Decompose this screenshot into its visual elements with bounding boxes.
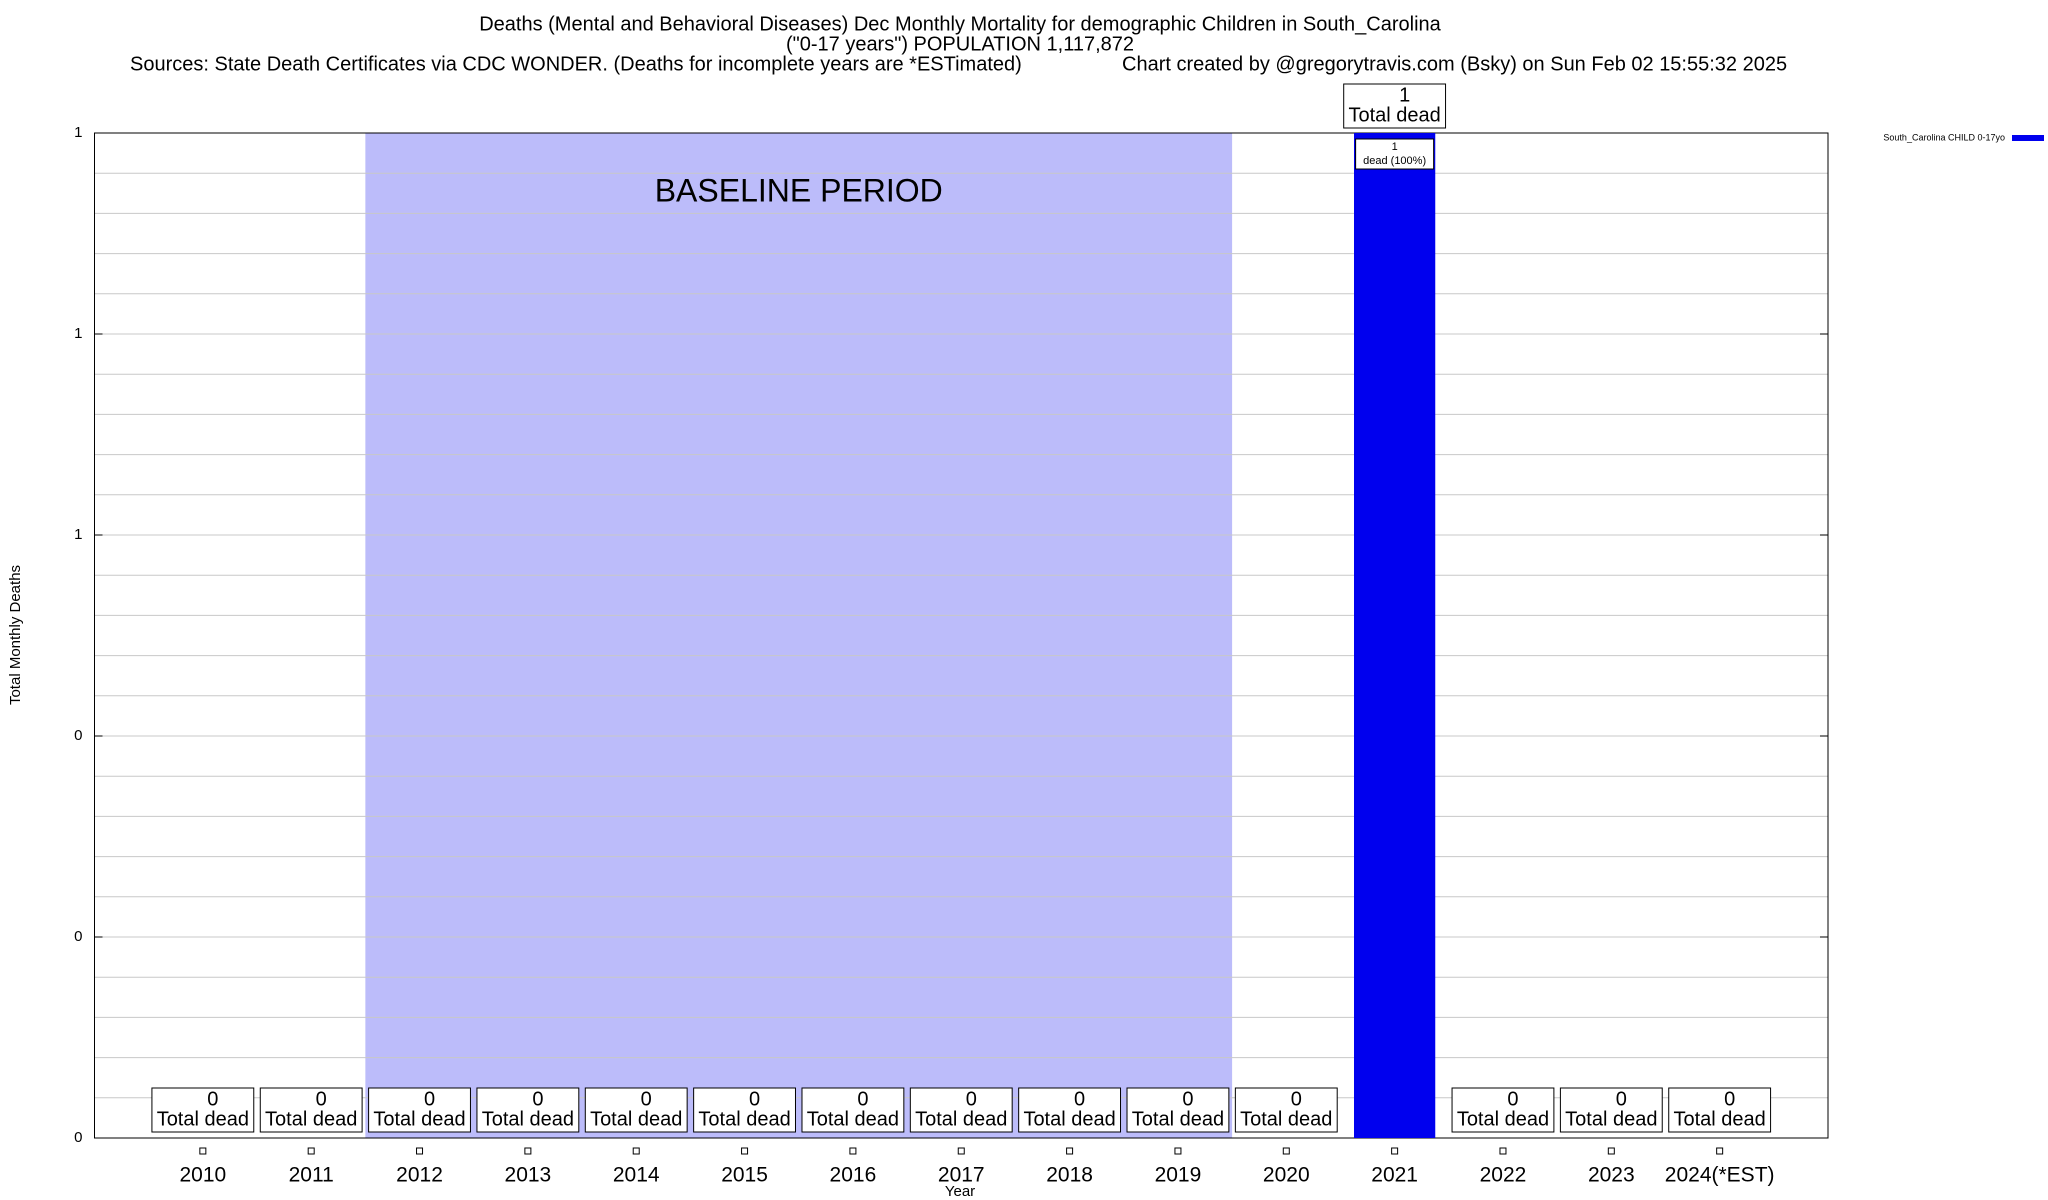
value-label: 1 [1399, 84, 1410, 106]
legend-swatch [2012, 135, 2044, 141]
x-marker [1391, 1147, 1399, 1155]
x-marker [632, 1147, 640, 1155]
value-label-caption: Total dead [698, 1108, 790, 1130]
value-label: 0 [1074, 1088, 1085, 1110]
x-tick-label: 2015 [721, 1164, 768, 1187]
value-label: 0 [966, 1088, 977, 1110]
plot-frame [94, 132, 1829, 1139]
y-axis-label: Total Monthly Deaths [7, 565, 24, 705]
x-marker [957, 1147, 965, 1155]
x-tick-label: 2021 [1371, 1164, 1418, 1187]
value-label-box [801, 1087, 905, 1133]
value-label-box [1234, 1087, 1338, 1133]
x-marker [416, 1147, 424, 1155]
value-label-box [584, 1087, 688, 1133]
value-label: 0 [1291, 1088, 1302, 1110]
x-marker [199, 1147, 207, 1155]
credit: Chart created by @gregorytravis.com (Bsk… [1122, 53, 1787, 75]
value-label: 0 [1724, 1088, 1735, 1110]
x-marker [1716, 1147, 1724, 1155]
value-label-box [1559, 1087, 1663, 1133]
x-marker [1607, 1147, 1615, 1155]
x-tick-label: 2013 [505, 1164, 552, 1187]
x-marker [1174, 1147, 1182, 1155]
value-label-caption: Total dead [373, 1108, 465, 1130]
legend-label: South_Carolina CHILD 0-17yo [1883, 132, 2005, 142]
segment-caption: dead (100%) [1363, 155, 1426, 167]
y-tick-label: 0 [74, 928, 82, 945]
x-tick-label: 2019 [1155, 1164, 1202, 1187]
value-label: 0 [1616, 1088, 1627, 1110]
x-marker [1066, 1147, 1074, 1155]
value-label: 0 [316, 1088, 327, 1110]
value-label-caption: Total dead [1565, 1108, 1657, 1130]
value-label-caption: Total dead [1674, 1108, 1766, 1130]
value-label-box [693, 1087, 796, 1133]
value-label: 0 [207, 1088, 218, 1110]
value-label-box [909, 1087, 1013, 1133]
value-label-caption: Total dead [482, 1108, 574, 1130]
x-tick-label: 2012 [396, 1164, 443, 1187]
x-tick-label: 2014 [613, 1164, 660, 1187]
value-label-caption: Total dead [265, 1108, 357, 1130]
value-label: 0 [749, 1088, 760, 1110]
value-label-box [1126, 1087, 1230, 1133]
baseline-band [365, 133, 1233, 1138]
x-tick-label: 2017 [938, 1164, 985, 1187]
value-label: 0 [532, 1088, 543, 1110]
x-marker [524, 1147, 532, 1155]
value-label-box [1451, 1087, 1555, 1133]
value-label-box [476, 1087, 580, 1133]
y-tick-label: 0 [74, 1129, 82, 1146]
value-label: 0 [857, 1088, 868, 1110]
value-label: 0 [1182, 1088, 1193, 1110]
y-tick-label: 1 [74, 124, 82, 141]
value-label-caption: Total dead [1240, 1108, 1332, 1130]
x-marker [741, 1147, 749, 1155]
value-label-box [1668, 1087, 1772, 1133]
value-label-box [259, 1087, 363, 1133]
x-tick-label: 2018 [1046, 1164, 1093, 1187]
value-label-caption: Total dead [157, 1108, 249, 1130]
value-label-caption: Total dead [590, 1108, 682, 1130]
x-tick-label: 2023 [1588, 1164, 1635, 1187]
x-tick-label: 2016 [830, 1164, 877, 1187]
y-tick-label: 1 [74, 325, 82, 342]
chart-title: Deaths (Mental and Behavioral Diseases) … [479, 13, 1441, 35]
x-marker [1282, 1147, 1290, 1155]
value-label-caption: Total dead [1348, 104, 1440, 126]
value-label-caption: Total dead [807, 1108, 899, 1130]
x-tick-label: 2020 [1263, 1164, 1310, 1187]
segment-label-box [1355, 138, 1435, 170]
x-tick-label: 2024(*EST) [1665, 1164, 1775, 1187]
y-tick-label: 1 [74, 526, 82, 543]
value-label-caption: Total dead [915, 1108, 1007, 1130]
value-label: 0 [641, 1088, 652, 1110]
x-axis-label: Year [945, 1183, 975, 1200]
x-marker [307, 1147, 315, 1155]
x-tick-label: 2010 [179, 1164, 226, 1187]
segment-label: 1 [1392, 141, 1398, 153]
x-marker [1499, 1147, 1507, 1155]
x-tick-label: 2011 [289, 1164, 334, 1187]
x-marker [849, 1147, 857, 1155]
value-label-caption: Total dead [1023, 1108, 1115, 1130]
bar [1353, 133, 1436, 1138]
value-label: 0 [424, 1088, 435, 1110]
chart-subtitle: ("0-17 years") POPULATION 1,117,872 [786, 33, 1134, 55]
y-tick-label: 0 [74, 727, 82, 744]
value-label-caption: Total dead [1132, 1108, 1224, 1130]
sources: Sources: State Death Certificates via CD… [130, 53, 1022, 75]
value-label-box [368, 1087, 471, 1133]
value-label-box [151, 1087, 255, 1133]
value-label-box [1018, 1087, 1122, 1133]
baseline-label: BASELINE PERIOD [655, 172, 943, 208]
value-label-caption: Total dead [1457, 1108, 1549, 1130]
value-label: 0 [1507, 1088, 1518, 1110]
x-tick-label: 2022 [1480, 1164, 1527, 1187]
value-label-box [1343, 83, 1447, 129]
